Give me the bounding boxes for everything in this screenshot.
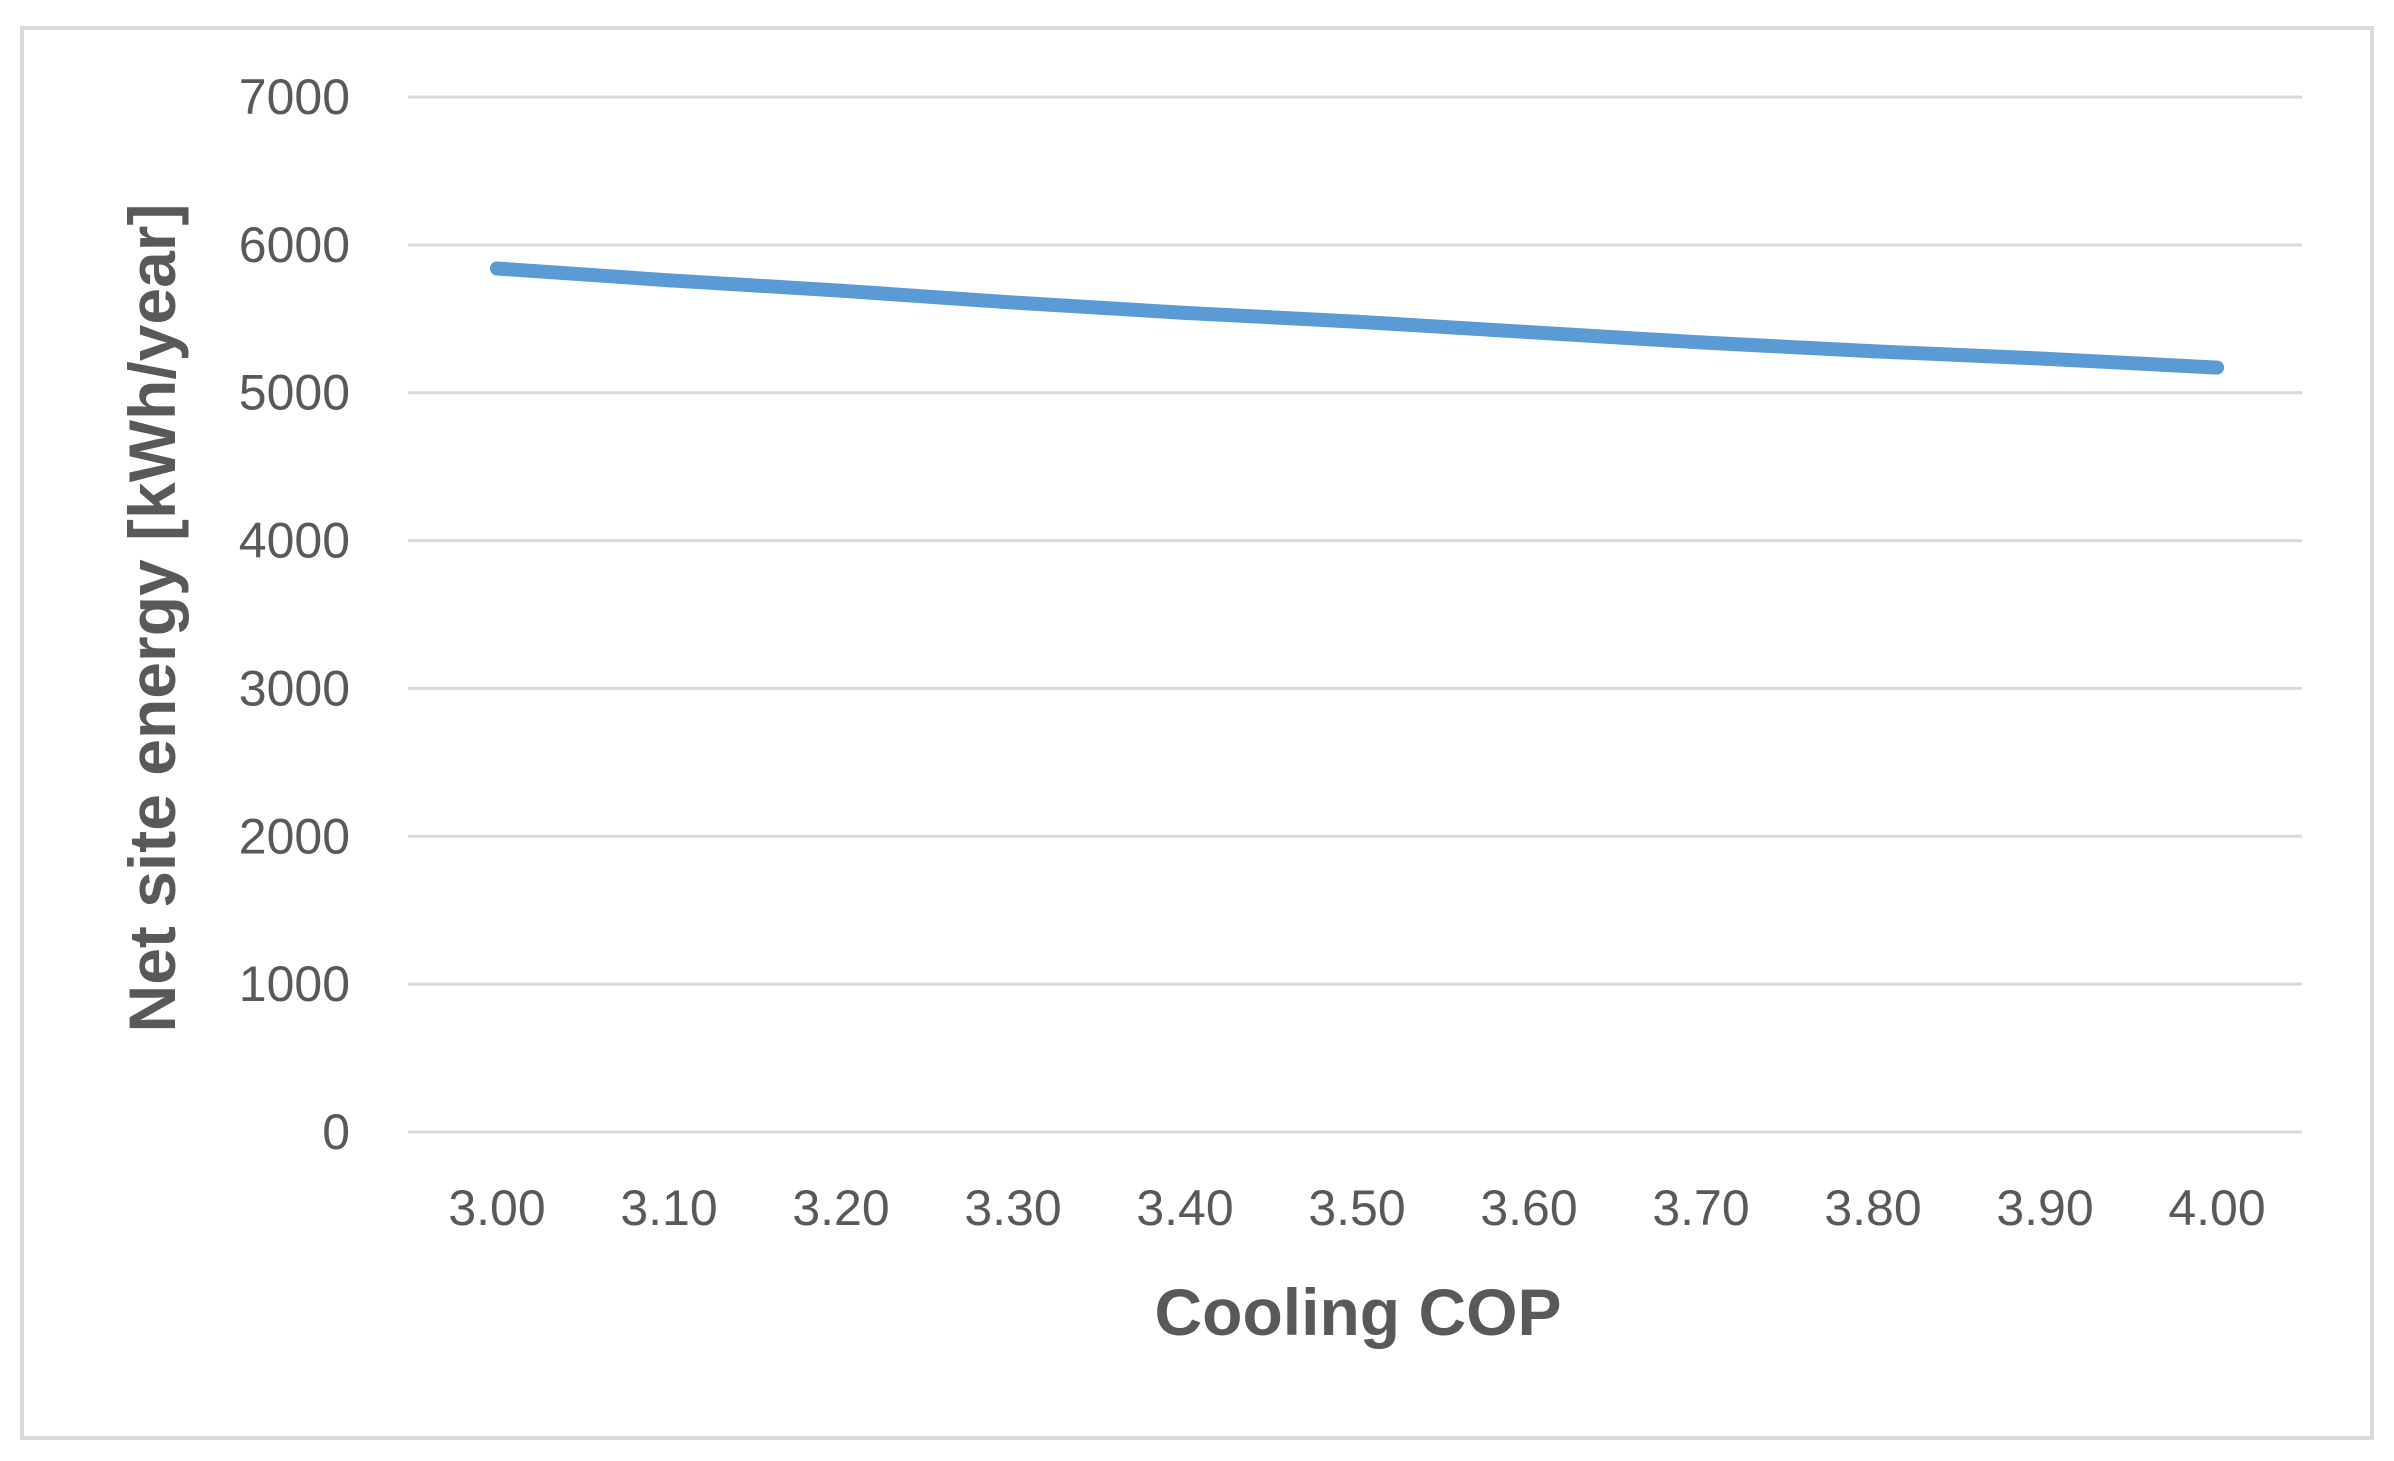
x-axis-title: Cooling COP: [1155, 1275, 1562, 1349]
x-tick-label: 3.80: [1824, 1180, 1921, 1236]
x-tick-label: 3.60: [1480, 1180, 1577, 1236]
data-point: [1866, 344, 1880, 359]
x-tick-label: 3.90: [1996, 1180, 2093, 1236]
data-point: [1178, 305, 1192, 320]
x-tick-label: 3.40: [1136, 1180, 1233, 1236]
y-tick-labels: 0 1000 2000 3000 4000 5000 6000 7000: [239, 69, 350, 1160]
y-tick-label: 3000: [239, 660, 350, 716]
data-point: [834, 283, 848, 298]
data-point: [2038, 351, 2052, 366]
data-point: [490, 261, 504, 276]
data-point: [2210, 360, 2224, 375]
y-tick-label: 2000: [239, 808, 350, 864]
gridlines: [408, 95, 2302, 1134]
y-tick-label: 5000: [239, 365, 350, 421]
x-tick-label: 3.70: [1652, 1180, 1749, 1236]
data-point: [1350, 314, 1364, 329]
series-group: [490, 261, 2224, 375]
x-tick-labels: 3.00 3.10 3.20 3.30 3.40 3.50 3.60 3.70 3.80 3.90…: [448, 1180, 2265, 1236]
x-tick-label: 3.20: [792, 1180, 889, 1236]
y-tick-label: 7000: [239, 69, 350, 125]
x-tick-label: 3.50: [1308, 1180, 1405, 1236]
y-tick-label: 0: [322, 1104, 350, 1160]
y-tick-label: 6000: [239, 217, 350, 273]
y-tick-label: 4000: [239, 513, 350, 569]
y-tick-label: 1000: [239, 956, 350, 1012]
data-point: [662, 273, 676, 288]
y-axis-title: Net site energy [kWh/year]: [115, 204, 189, 1033]
chart-frame: [20, 26, 2374, 1440]
x-tick-label: 3.10: [620, 1180, 717, 1236]
data-point: [1694, 335, 1708, 350]
x-tick-label: 3.30: [964, 1180, 1061, 1236]
x-tick-label: 4.00: [2168, 1180, 2265, 1236]
x-tick-label: 3.00: [448, 1180, 545, 1236]
data-point: [1522, 325, 1536, 340]
data-point: [1006, 295, 1020, 310]
